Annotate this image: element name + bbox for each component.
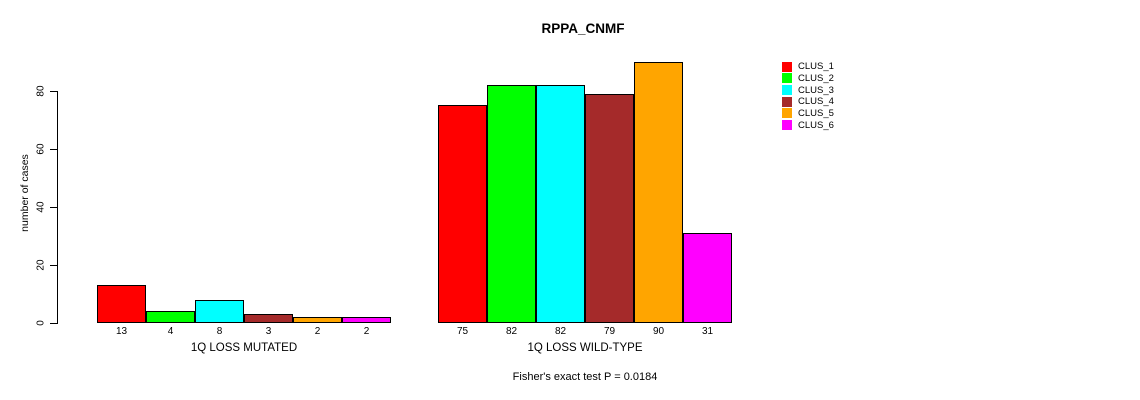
y-tick-label: 40 bbox=[35, 201, 47, 213]
bar-value-label: 13 bbox=[115, 326, 128, 337]
legend-label: CLUS_4 bbox=[798, 96, 834, 108]
bar-clus_2 bbox=[487, 85, 536, 323]
y-tick-mark bbox=[50, 265, 58, 266]
legend-item: CLUS_1 bbox=[782, 61, 834, 73]
bar-value-label: 82 bbox=[505, 326, 518, 337]
y-tick-label: 20 bbox=[35, 259, 47, 271]
x-group-label-wildtype: 1Q LOSS WILD-TYPE bbox=[527, 342, 643, 354]
legend-item: CLUS_5 bbox=[782, 108, 834, 120]
bar-clus_5 bbox=[293, 317, 342, 323]
bar-value-label: 75 bbox=[456, 326, 469, 337]
legend-color-swatch bbox=[782, 61, 792, 72]
bar-clus_4 bbox=[244, 314, 293, 323]
bar-clus_3 bbox=[195, 300, 244, 323]
bar-value-label: 2 bbox=[363, 326, 370, 337]
bar-value-label: 2 bbox=[314, 326, 321, 337]
bar-value-label: 31 bbox=[701, 326, 714, 337]
y-axis-label: number of cases bbox=[19, 154, 31, 232]
y-tick-label: 0 bbox=[35, 320, 47, 326]
y-tick-mark bbox=[50, 91, 58, 92]
y-tick-label: 80 bbox=[35, 85, 47, 97]
legend-item: CLUS_6 bbox=[782, 119, 834, 131]
bar-value-label: 4 bbox=[167, 326, 174, 337]
legend-color-swatch bbox=[782, 120, 792, 131]
fisher-test-note: Fisher's exact test P = 0.0184 bbox=[512, 371, 658, 383]
legend-item: CLUS_3 bbox=[782, 84, 834, 96]
chart-title: RPPA_CNMF bbox=[541, 21, 625, 36]
legend-label: CLUS_5 bbox=[798, 107, 834, 119]
bar-clus_3 bbox=[536, 85, 585, 323]
legend: CLUS_1 CLUS_2 CLUS_3 CLUS_4 CLUS_5 CLUS_6 bbox=[782, 61, 834, 131]
bar-clus_5 bbox=[634, 62, 683, 323]
y-tick-mark bbox=[50, 149, 58, 150]
legend-label: CLUS_2 bbox=[798, 72, 834, 84]
bar-clus_6 bbox=[683, 233, 732, 323]
bar-clus_2 bbox=[146, 311, 195, 323]
bar-clus_6 bbox=[342, 317, 391, 323]
bar-value-label: 90 bbox=[652, 326, 665, 337]
legend-label: CLUS_1 bbox=[798, 61, 834, 73]
bar-value-label: 3 bbox=[265, 326, 272, 337]
legend-color-swatch bbox=[782, 73, 792, 84]
bar-clus_1 bbox=[438, 105, 487, 323]
legend-label: CLUS_6 bbox=[798, 119, 834, 131]
bar-clus_4 bbox=[585, 94, 634, 323]
legend-item: CLUS_2 bbox=[782, 73, 834, 85]
legend-item: CLUS_4 bbox=[782, 96, 834, 108]
legend-color-swatch bbox=[782, 85, 792, 96]
bar-clus_1 bbox=[97, 285, 146, 323]
y-tick-label: 60 bbox=[35, 143, 47, 155]
y-tick-mark bbox=[50, 323, 58, 324]
bar-value-label: 8 bbox=[216, 326, 223, 337]
y-tick-mark bbox=[50, 207, 58, 208]
x-group-label-mutated: 1Q LOSS MUTATED bbox=[190, 342, 298, 354]
legend-color-swatch bbox=[782, 108, 792, 119]
legend-label: CLUS_3 bbox=[798, 84, 834, 96]
legend-color-swatch bbox=[782, 96, 792, 107]
bar-value-label: 79 bbox=[603, 326, 616, 337]
bar-value-label: 82 bbox=[554, 326, 567, 337]
